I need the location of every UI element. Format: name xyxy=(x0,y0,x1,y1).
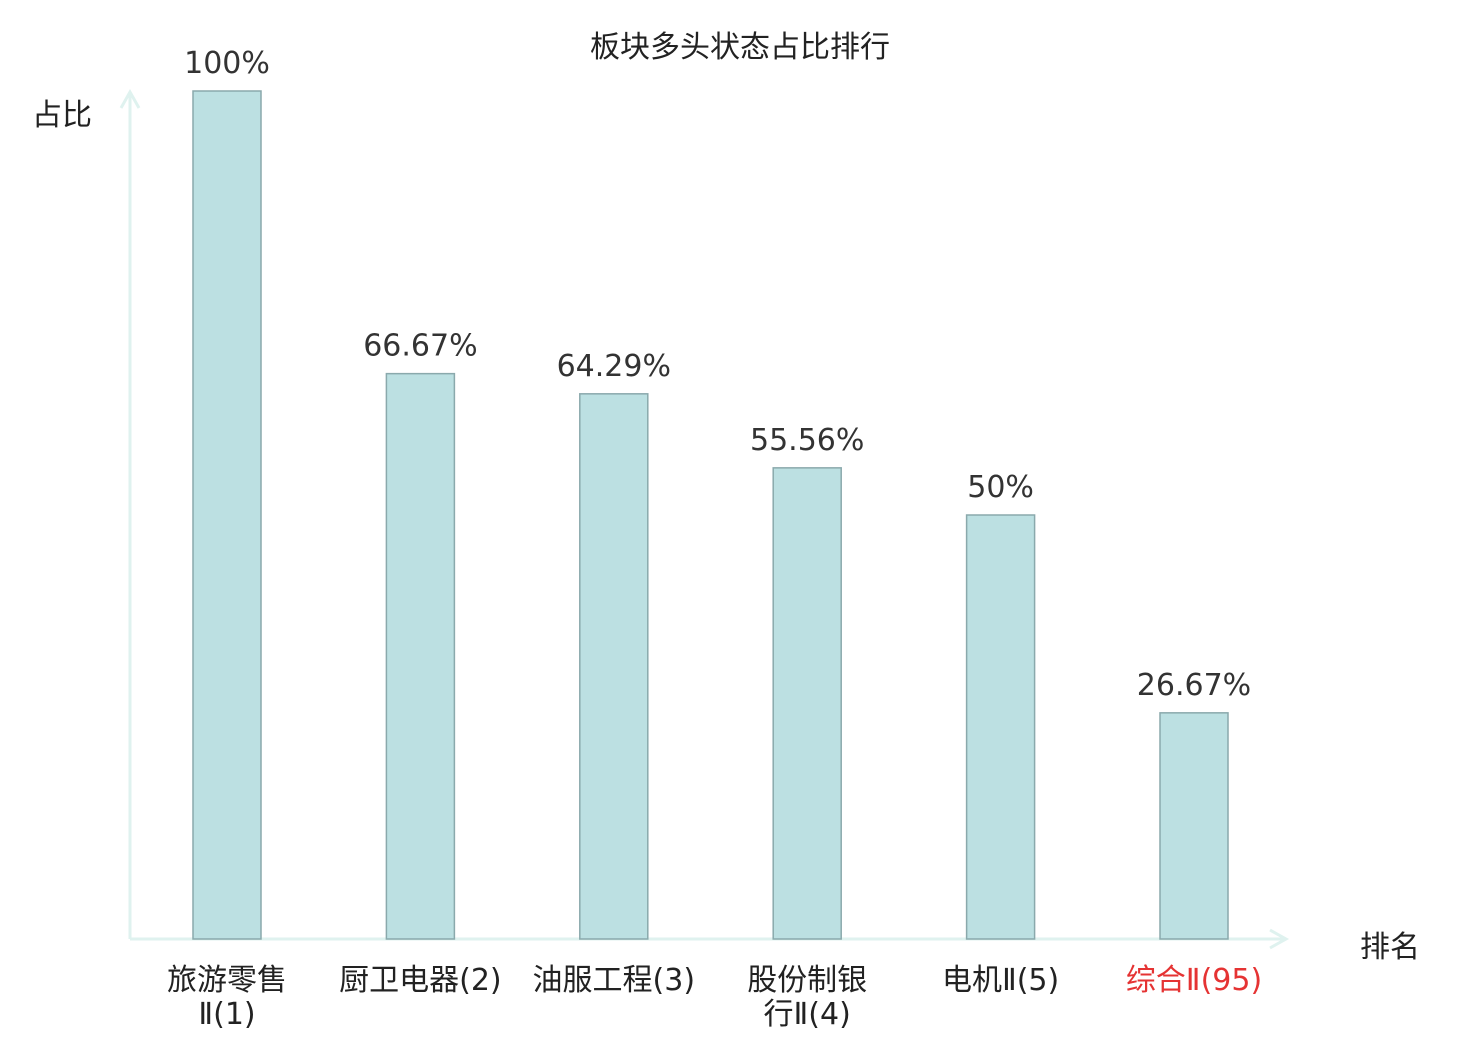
bar xyxy=(965,514,1036,940)
x-tick-label-line: 电机Ⅱ(5) xyxy=(941,963,1060,998)
x-tick-label-line: Ⅱ(1) xyxy=(198,997,256,1032)
x-tick-label: 旅游零售 Ⅱ(1) xyxy=(137,964,317,1032)
x-tick-label-line: 行Ⅱ(4) xyxy=(763,997,851,1032)
x-axis-arrow xyxy=(1269,928,1290,950)
x-tick-label: 厨卫电器(2) xyxy=(330,964,510,998)
bar xyxy=(192,90,262,940)
x-tick-label: 油服工程(3) xyxy=(524,964,704,998)
x-tick-label: 综合Ⅱ(95) xyxy=(1104,964,1284,998)
bar-value-label: 26.67% xyxy=(1137,668,1251,703)
bar xyxy=(385,372,456,940)
x-axis-label: 排名 xyxy=(1360,930,1420,965)
y-axis-label: 占比 xyxy=(32,98,92,133)
x-tick-label: 电机Ⅱ(5) xyxy=(911,964,1091,998)
bar-value-label: 66.67% xyxy=(363,329,477,364)
bar-value-label: 55.56% xyxy=(750,423,864,458)
x-tick-label-line: 综合Ⅱ(95) xyxy=(1125,963,1263,998)
y-axis-arrow xyxy=(119,88,141,109)
bar-value-label: 64.29% xyxy=(557,349,671,384)
x-tick-label-line: 旅游零售 xyxy=(167,963,287,998)
bar xyxy=(579,393,649,940)
bar xyxy=(772,467,842,940)
bar-value-label: 50% xyxy=(967,470,1034,505)
chart-title: 板块多头状态占比排行 xyxy=(590,30,890,65)
bar xyxy=(1159,712,1229,940)
x-tick-label-line: 油服工程(3) xyxy=(532,963,696,998)
x-tick-label-line: 厨卫电器(2) xyxy=(339,963,502,998)
bar-value-label: 100% xyxy=(184,46,270,81)
x-tick-label-line: 股份制银 xyxy=(747,963,868,998)
x-tick-label: 股份制银 行Ⅱ(4) xyxy=(717,964,897,1032)
